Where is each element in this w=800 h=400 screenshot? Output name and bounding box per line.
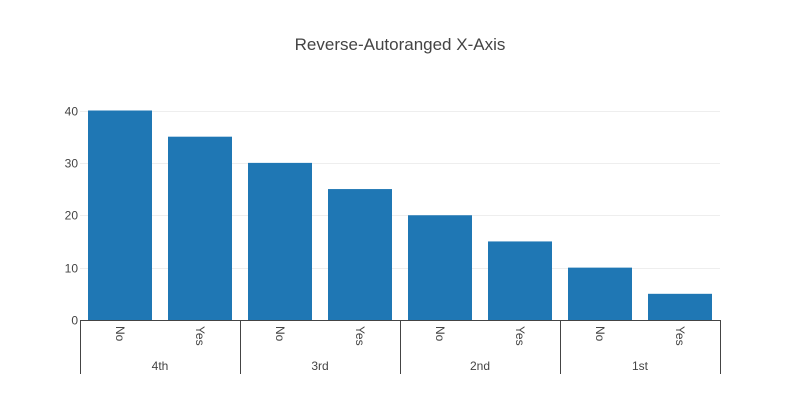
bar [168, 136, 232, 320]
y-axis: 0 10 20 30 40 [65, 105, 79, 328]
y-tick-label: 30 [65, 157, 79, 171]
x-group-label: 3rd [311, 359, 328, 373]
y-tick-label: 20 [65, 209, 79, 223]
y-tick-label: 40 [65, 105, 79, 119]
x-tick-label: No [113, 326, 127, 342]
bar [248, 162, 312, 320]
x-tick-label: Yes [513, 326, 527, 346]
x-tick-label: Yes [673, 326, 687, 346]
x-group-label: 1st [632, 359, 649, 373]
x-axis: No Yes No Yes No Yes No Yes 4th 3rd 2nd 1st [80, 320, 721, 374]
x-tick-label: Yes [353, 326, 367, 346]
x-group-label: 4th [152, 359, 169, 373]
x-tick-label: No [273, 326, 287, 342]
bar [648, 293, 712, 320]
y-tick-label: 10 [65, 262, 79, 276]
x-tick-label: Yes [193, 326, 207, 346]
bar [568, 267, 632, 320]
x-tick-label: No [433, 326, 447, 342]
bars [88, 110, 712, 320]
bar [88, 110, 152, 320]
x-group-label: 2nd [470, 359, 490, 373]
y-tick-label: 0 [71, 314, 78, 328]
chart-title: Reverse-Autoranged X-Axis [295, 35, 506, 54]
bar [408, 215, 472, 320]
bar [488, 241, 552, 320]
bar [328, 189, 392, 320]
x-tick-label: No [593, 326, 607, 342]
